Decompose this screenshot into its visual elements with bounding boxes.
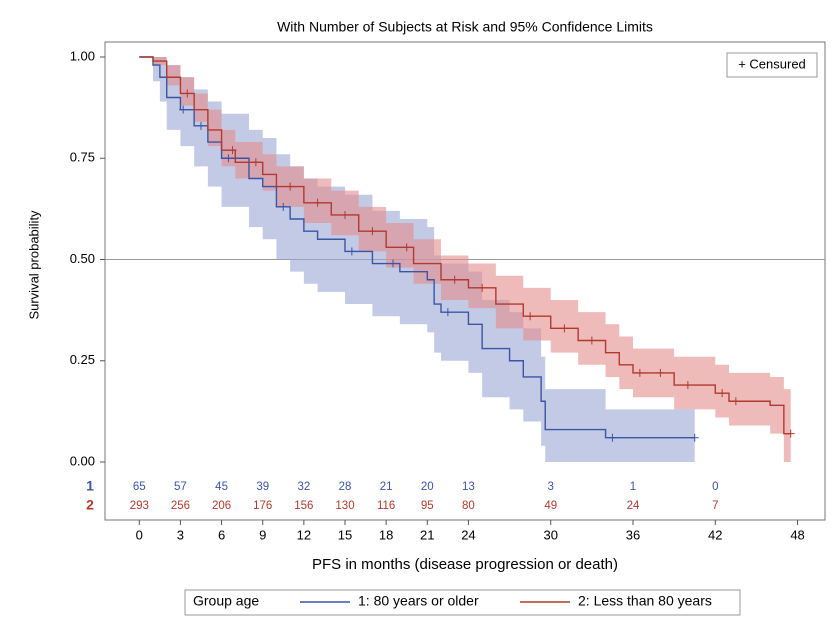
legend-box bbox=[184, 589, 741, 616]
x-tick-label: 18 bbox=[379, 527, 393, 542]
x-tick-label: 48 bbox=[790, 527, 804, 542]
at-risk-count: 21 bbox=[380, 481, 393, 493]
censor-mark bbox=[718, 389, 727, 398]
legend-label: 2: Less than 80 years bbox=[578, 593, 712, 609]
x-tick-label: 0 bbox=[136, 527, 143, 542]
at-risk-count: 116 bbox=[377, 500, 395, 512]
y-tick-label: 0.25 bbox=[70, 352, 95, 367]
censor-mark bbox=[368, 227, 377, 236]
y-axis-label: Survival probability bbox=[26, 210, 41, 320]
censor-mark bbox=[251, 158, 260, 167]
censor-mark bbox=[197, 121, 205, 130]
at-risk-count: 0 bbox=[712, 481, 718, 493]
y-tick-label: 0.50 bbox=[70, 251, 95, 266]
at-risk-count: 45 bbox=[215, 481, 228, 493]
censor-mark bbox=[443, 308, 452, 317]
at-risk-count: 24 bbox=[627, 500, 640, 512]
at-risk-count: 256 bbox=[171, 500, 190, 512]
censor-mark bbox=[608, 433, 617, 442]
x-tick-label: 42 bbox=[708, 527, 722, 542]
at-risk-count: 7 bbox=[712, 500, 718, 512]
at-risk-count: 3 bbox=[548, 481, 554, 493]
at-risk-count: 1 bbox=[630, 481, 636, 493]
x-tick-label: 21 bbox=[420, 527, 434, 542]
censor-mark bbox=[731, 397, 740, 406]
censor-mark bbox=[347, 247, 356, 256]
y-tick-label: 0.75 bbox=[70, 150, 95, 165]
at-risk-count: 156 bbox=[294, 500, 313, 512]
at-risk-count: 95 bbox=[421, 500, 434, 512]
x-tick-label: 15 bbox=[338, 527, 352, 542]
censor-mark bbox=[635, 368, 644, 377]
censor-mark bbox=[279, 202, 288, 211]
x-tick-label: 36 bbox=[626, 527, 640, 542]
legend-title: Group age bbox=[193, 593, 259, 609]
x-tick-label: 24 bbox=[461, 527, 475, 542]
chart-title: With Number of Subjects at Risk and 95% … bbox=[277, 19, 653, 35]
at-risk-count: 130 bbox=[335, 500, 354, 512]
legend-label: 1: 80 years or older bbox=[358, 593, 479, 609]
survival-curve bbox=[139, 56, 695, 439]
x-tick-label: 6 bbox=[218, 527, 225, 542]
confidence-band bbox=[139, 57, 791, 462]
plot-frame bbox=[104, 41, 826, 521]
censor-legend-box bbox=[726, 52, 818, 78]
at-risk-count: 176 bbox=[253, 500, 272, 512]
censor-mark bbox=[587, 336, 596, 345]
risk-row-label: 1 bbox=[86, 478, 94, 494]
censor-mark bbox=[389, 259, 397, 268]
x-tick-label: 9 bbox=[259, 527, 266, 542]
survival-curve bbox=[139, 56, 791, 435]
censor-mark bbox=[228, 146, 237, 155]
censor-mark bbox=[341, 210, 349, 219]
censor-mark bbox=[450, 275, 459, 284]
at-risk-count: 49 bbox=[544, 500, 557, 512]
at-risk-count: 20 bbox=[421, 481, 434, 493]
at-risk-count: 293 bbox=[130, 500, 149, 512]
censor-mark bbox=[683, 381, 692, 390]
at-risk-count: 39 bbox=[256, 481, 269, 493]
censor-mark bbox=[560, 324, 569, 333]
y-tick-label: 0.00 bbox=[70, 453, 95, 468]
at-risk-count: 28 bbox=[339, 481, 352, 493]
censor-mark bbox=[526, 312, 535, 321]
x-tick-label: 12 bbox=[297, 527, 311, 542]
censor-mark bbox=[656, 368, 665, 377]
at-risk-count: 80 bbox=[462, 500, 475, 512]
censor-mark bbox=[402, 243, 411, 252]
at-risk-count: 206 bbox=[212, 500, 231, 512]
x-axis-label: PFS in months (disease progression or de… bbox=[312, 556, 618, 573]
censor-mark bbox=[179, 105, 188, 114]
at-risk-count: 13 bbox=[462, 481, 475, 493]
censor-mark bbox=[183, 89, 192, 98]
censor-legend: + Censured bbox=[738, 56, 806, 71]
y-tick-label: 1.00 bbox=[70, 48, 95, 63]
censor-mark bbox=[690, 433, 699, 442]
censor-mark bbox=[478, 283, 487, 292]
censor-mark bbox=[313, 198, 322, 207]
censor-mark bbox=[286, 182, 295, 191]
at-risk-count: 32 bbox=[297, 481, 310, 493]
censor-mark bbox=[786, 429, 795, 438]
at-risk-count: 65 bbox=[133, 481, 146, 493]
x-tick-label: 30 bbox=[543, 527, 557, 542]
at-risk-count: 57 bbox=[174, 481, 187, 493]
x-tick-label: 3 bbox=[177, 527, 184, 542]
risk-row-label: 2 bbox=[86, 497, 94, 513]
censor-mark bbox=[224, 154, 233, 163]
